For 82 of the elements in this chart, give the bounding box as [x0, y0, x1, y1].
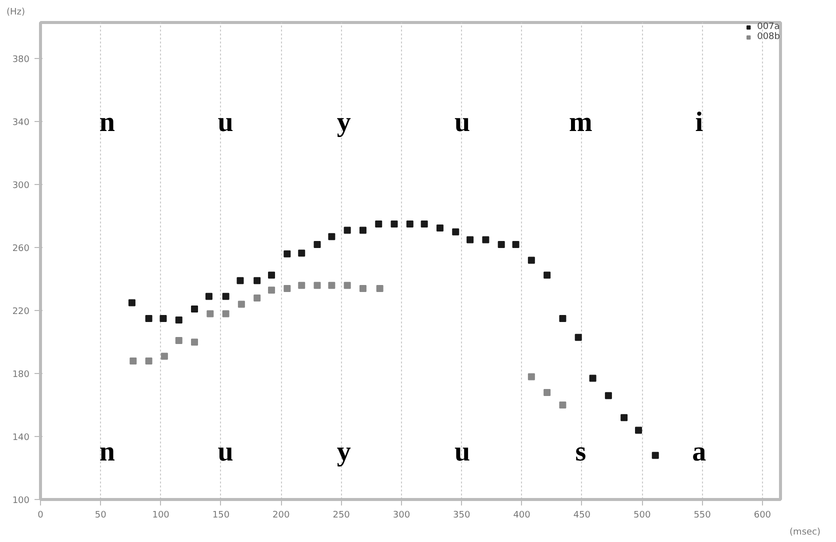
point	[512, 240, 520, 248]
text: n u y u m i	[99, 107, 703, 138]
point	[254, 294, 261, 302]
x-tick-label: 600	[754, 510, 772, 520]
point	[390, 220, 398, 228]
point	[436, 224, 444, 232]
point	[466, 236, 474, 244]
point	[222, 292, 230, 300]
point	[268, 272, 276, 279]
point	[359, 285, 366, 292]
x-tick-label: 250	[332, 510, 350, 520]
point	[128, 299, 136, 306]
x-axis-title: (msec)	[790, 528, 821, 538]
x-tick-label: 100	[152, 510, 170, 520]
point	[589, 374, 596, 382]
point	[559, 402, 566, 409]
point	[284, 250, 291, 258]
x-tick-label: 450	[573, 510, 591, 520]
legend-label: 008b	[757, 32, 780, 42]
point	[145, 357, 152, 364]
point	[344, 282, 351, 289]
point	[160, 314, 167, 322]
point	[544, 272, 551, 279]
point	[191, 338, 198, 346]
point	[314, 240, 321, 248]
y-tick-label: 340	[12, 118, 30, 128]
text: n u y u s a	[99, 436, 706, 468]
point	[652, 452, 659, 459]
y-tick-label: 380	[12, 55, 30, 66]
x-tick-label: 400	[513, 510, 531, 520]
point	[544, 388, 551, 396]
y-tick-label: 220	[12, 307, 30, 318]
point	[145, 314, 152, 322]
y-tick-label: 300	[12, 181, 30, 192]
point	[314, 282, 321, 289]
y-tick-label: 140	[12, 433, 30, 444]
y-tick-label: 180	[12, 370, 30, 380]
y-axis-title: (Hz)	[6, 8, 26, 18]
point	[498, 240, 505, 248]
point	[254, 277, 261, 284]
point	[406, 220, 414, 228]
point	[268, 286, 276, 294]
point	[191, 306, 198, 313]
x-tick-label: 150	[212, 510, 230, 520]
y-tick-label: 260	[12, 244, 30, 254]
point	[160, 352, 168, 360]
point	[284, 285, 291, 292]
x-tick-label: 300	[392, 510, 410, 520]
x-tick-label: 50	[94, 510, 107, 520]
point	[528, 256, 535, 264]
point	[238, 300, 245, 308]
point	[328, 233, 336, 240]
point	[574, 334, 582, 341]
point	[375, 220, 382, 228]
point	[376, 285, 384, 292]
point	[236, 277, 244, 284]
point	[604, 392, 612, 400]
point	[452, 228, 460, 236]
x-tick-label: 0	[38, 510, 44, 520]
point	[328, 282, 336, 289]
point	[359, 226, 366, 234]
point	[559, 314, 566, 322]
y-tick-label: 100	[12, 496, 30, 506]
point	[635, 426, 642, 434]
point	[130, 357, 137, 364]
legend-label: 007a	[757, 22, 780, 32]
point	[528, 373, 535, 380]
point	[420, 220, 428, 228]
point	[482, 236, 490, 244]
x-tick-label: 350	[453, 510, 470, 520]
point	[298, 282, 306, 289]
point	[175, 316, 182, 324]
x-tick-label: 550	[694, 510, 712, 520]
point	[298, 250, 306, 257]
point	[222, 310, 230, 318]
point	[206, 310, 214, 318]
point	[175, 337, 182, 344]
x-tick-label: 200	[272, 510, 290, 520]
point	[620, 414, 628, 422]
point	[344, 226, 351, 234]
x-tick-label: 500	[634, 510, 651, 520]
point	[205, 292, 212, 300]
